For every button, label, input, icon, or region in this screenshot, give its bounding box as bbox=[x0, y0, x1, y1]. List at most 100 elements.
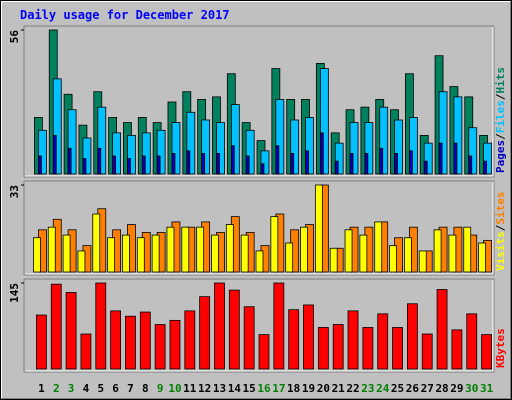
bar bbox=[374, 221, 383, 273]
bar bbox=[290, 119, 300, 175]
legend: Pages/Files/Hits bbox=[494, 67, 507, 173]
legend-separator: / bbox=[494, 224, 507, 231]
bar bbox=[166, 226, 175, 273]
bar bbox=[364, 122, 374, 175]
bar bbox=[288, 309, 300, 370]
x-tick-label: 11 bbox=[183, 382, 197, 395]
bar bbox=[468, 127, 478, 175]
x-tick-label: 9 bbox=[157, 382, 164, 395]
bar bbox=[394, 119, 403, 175]
legend-separator: / bbox=[494, 133, 507, 140]
bar bbox=[67, 147, 72, 175]
x-tick-label: 14 bbox=[228, 382, 242, 395]
bar bbox=[65, 292, 77, 370]
x-tick-label: 16 bbox=[257, 382, 271, 395]
x-tick-label: 20 bbox=[317, 382, 330, 395]
x-tick-label: 25 bbox=[391, 382, 404, 395]
bar bbox=[80, 333, 92, 370]
y-tick-label: 56 bbox=[8, 30, 21, 44]
bar bbox=[181, 226, 190, 273]
bar bbox=[270, 216, 279, 273]
x-tick-label: 7 bbox=[127, 382, 134, 395]
bar bbox=[421, 333, 433, 370]
x-tick-label: 21 bbox=[332, 382, 346, 395]
bar bbox=[97, 147, 102, 175]
bar bbox=[156, 129, 166, 175]
bar bbox=[47, 226, 56, 273]
x-tick-label: 10 bbox=[168, 382, 181, 395]
bar bbox=[290, 153, 295, 175]
x-tick-label: 31 bbox=[480, 382, 494, 395]
bar bbox=[82, 137, 92, 175]
x-tick-label: 22 bbox=[346, 382, 359, 395]
y-tick-label: 145 bbox=[8, 283, 21, 303]
chart-title: Daily usage for December 2017 bbox=[20, 8, 230, 22]
legend-entry: KBytes bbox=[494, 328, 507, 368]
bar bbox=[423, 160, 428, 175]
x-tick-label: 18 bbox=[287, 382, 300, 395]
bar bbox=[50, 283, 62, 370]
bar bbox=[436, 289, 448, 370]
bar bbox=[258, 334, 270, 370]
bar bbox=[110, 310, 122, 370]
x-tick-label: 6 bbox=[112, 382, 119, 395]
bar bbox=[433, 229, 442, 273]
bar bbox=[408, 117, 418, 175]
bar bbox=[362, 327, 374, 370]
bar bbox=[38, 129, 47, 175]
bar bbox=[184, 310, 196, 370]
legend-entry: Pages bbox=[494, 140, 507, 173]
legend: KBytes bbox=[494, 328, 507, 368]
bar bbox=[112, 155, 117, 175]
legend-entry: Hits bbox=[494, 67, 507, 94]
bar bbox=[392, 327, 403, 370]
bar bbox=[92, 213, 101, 273]
x-tick-label: 13 bbox=[213, 382, 226, 395]
bar bbox=[112, 132, 122, 175]
bar bbox=[127, 135, 136, 175]
bar bbox=[418, 250, 427, 273]
bar bbox=[305, 150, 309, 175]
bar bbox=[483, 160, 487, 175]
bar bbox=[230, 104, 240, 175]
bar bbox=[36, 314, 47, 370]
bar bbox=[228, 289, 240, 370]
x-tick-label: 17 bbox=[272, 382, 285, 395]
bar bbox=[334, 142, 344, 175]
bar bbox=[141, 132, 151, 175]
bar bbox=[319, 68, 329, 175]
bar bbox=[169, 319, 181, 370]
bar bbox=[52, 78, 62, 175]
bar bbox=[95, 282, 107, 370]
bar bbox=[38, 155, 42, 175]
x-tick-label: 12 bbox=[198, 382, 211, 395]
bar bbox=[403, 237, 412, 273]
legend: Visits/Sites bbox=[494, 192, 507, 272]
x-tick-label: 5 bbox=[97, 382, 104, 395]
legend-entry: Files bbox=[494, 100, 507, 133]
x-tick-label: 3 bbox=[68, 382, 75, 395]
x-tick-label: 8 bbox=[142, 382, 149, 395]
bar bbox=[186, 150, 191, 175]
bar bbox=[186, 111, 196, 175]
bar bbox=[127, 158, 131, 175]
bar bbox=[260, 163, 265, 175]
bar bbox=[82, 158, 87, 175]
bar bbox=[107, 237, 116, 273]
bar bbox=[214, 282, 225, 370]
bar bbox=[273, 282, 285, 370]
bar bbox=[216, 122, 225, 175]
x-tick-label: 2 bbox=[53, 382, 60, 395]
bar bbox=[438, 91, 448, 175]
bar bbox=[243, 306, 255, 370]
bar bbox=[62, 234, 71, 273]
bar bbox=[463, 226, 472, 273]
bar bbox=[305, 117, 314, 175]
panel-bevel bbox=[25, 182, 494, 275]
bar bbox=[314, 184, 323, 273]
bar bbox=[67, 109, 77, 175]
y-tick-label: 33 bbox=[8, 185, 21, 198]
legend-separator: / bbox=[494, 93, 507, 100]
